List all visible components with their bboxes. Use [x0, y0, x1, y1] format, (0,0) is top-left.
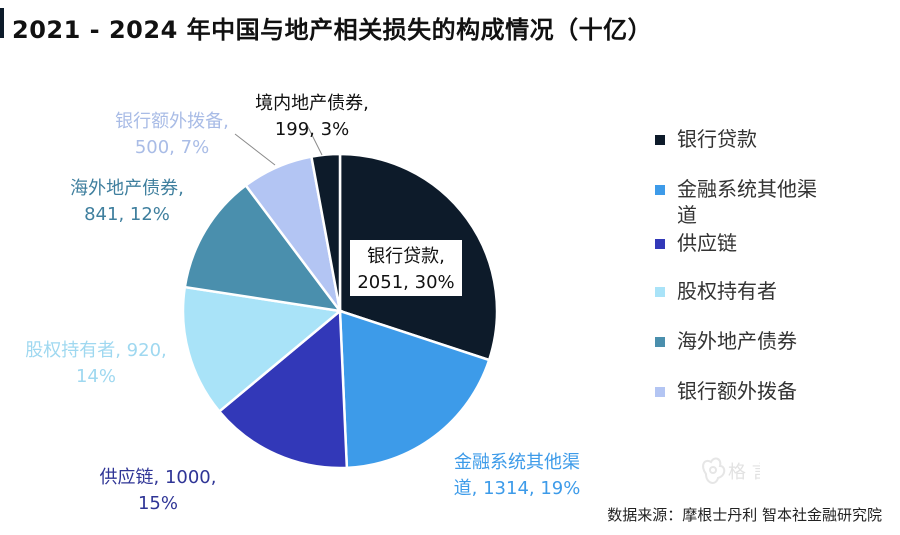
watermark-logo-icon: 格 言: [702, 457, 760, 484]
legend-label: 银行额外拨备: [677, 379, 797, 403]
legend-swatch: [655, 185, 665, 195]
legend-swatch: [655, 387, 665, 397]
data-label-line: 14%: [76, 366, 116, 387]
pie-slice-4: [181, 285, 343, 414]
legend-label: 金融系统其他渠道: [677, 177, 817, 227]
data-label-line: 海外地产债券,: [70, 178, 184, 199]
legend-swatch: [655, 135, 665, 145]
data-label-line: 境内地产债券,: [255, 93, 369, 114]
data-label-3: 供应链, 1000, 15%: [100, 467, 217, 514]
data-label-line: 500, 7%: [135, 137, 209, 158]
pie-slice-7: [309, 152, 342, 312]
legend-label: 海外地产债券: [677, 329, 797, 353]
source-note: 数据来源：摩根士丹利 智本社金融研究院: [607, 506, 882, 524]
data-label-line: 金融系统其他渠: [454, 452, 580, 473]
data-label-line: 841, 12%: [84, 204, 170, 225]
watermark-text: 格 言: [728, 462, 760, 483]
data-label-line: 供应链, 1000,: [100, 467, 217, 488]
legend-label: 银行贷款: [677, 127, 757, 151]
data-label-4: 股权持有者, 920, 14%: [25, 340, 167, 387]
data-label-line: 2051, 30%: [357, 272, 454, 293]
data-label-line: 银行贷款,: [367, 246, 445, 267]
legend-swatch: [655, 287, 665, 297]
leader-line-7: [305, 122, 323, 156]
data-label-box: [350, 240, 462, 296]
pie-slice-2: [338, 309, 491, 470]
legend-label: 股权持有者: [677, 279, 777, 303]
title-accent-bar: [0, 8, 4, 38]
data-label-line: 股权持有者, 920,: [25, 340, 167, 361]
data-label-2: 金融系统其他渠道, 1314, 19%: [454, 452, 581, 499]
title-bar: 2021 - 2024 年中国与地产相关损失的构成情况（十亿）: [0, 0, 900, 56]
data-label-line: 15%: [138, 493, 178, 514]
data-label-5: 海外地产债券, 841, 12%: [70, 178, 184, 225]
pie-slice-5: [183, 183, 343, 313]
chart-title: 2021 - 2024 年中国与地产相关损失的构成情况（十亿）: [12, 16, 653, 44]
legend-swatch: [655, 337, 665, 347]
legend-label: 供应链: [677, 231, 737, 255]
data-label-line: 道, 1314, 19%: [454, 478, 581, 499]
data-label-7: 境内地产债券, 199, 3%: [255, 93, 369, 140]
leader-line-6: [234, 133, 276, 166]
pie-slice-3: [217, 308, 349, 470]
data-label-1: 银行贷款, 2051, 30%: [350, 240, 462, 296]
data-label-6: 银行额外拨备, 500, 7%: [115, 111, 229, 158]
legend-swatch: [655, 239, 665, 249]
data-label-line: 199, 3%: [275, 119, 349, 140]
data-label-line: 银行额外拨备,: [115, 111, 229, 132]
